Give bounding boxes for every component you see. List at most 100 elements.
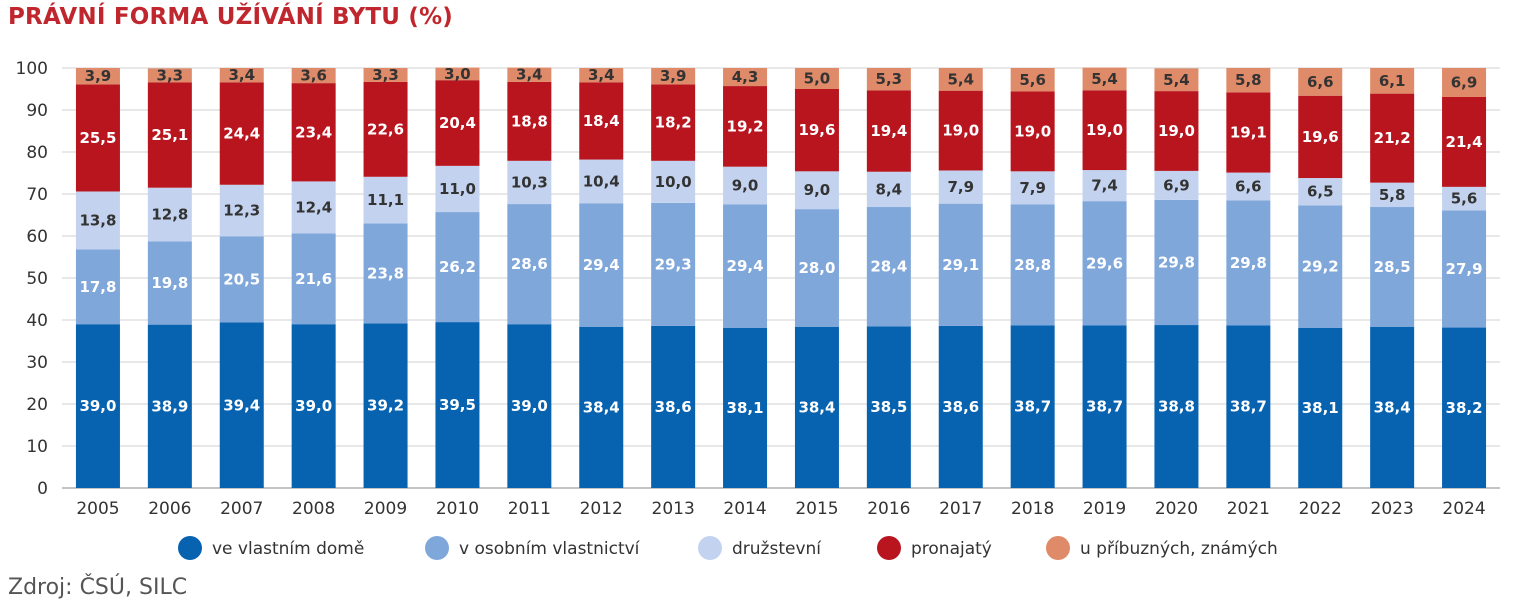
data-label: 3,4 <box>588 66 615 84</box>
bar-segment <box>75 324 120 488</box>
data-label: 38,7 <box>1014 398 1051 416</box>
data-label: 38,6 <box>655 398 692 416</box>
x-tick-label: 2009 <box>364 499 407 519</box>
source-note: Zdroj: ČSÚ, SILC <box>8 575 188 600</box>
data-label: 38,4 <box>798 398 835 416</box>
bar-segment <box>291 233 336 325</box>
bar-segment <box>147 241 192 325</box>
data-label: 3,3 <box>372 66 399 84</box>
bar-segment <box>363 81 408 177</box>
x-tick-label: 2010 <box>436 499 479 519</box>
x-tick-label: 2015 <box>795 499 838 519</box>
data-label: 18,2 <box>655 114 692 132</box>
data-label: 38,9 <box>151 397 188 415</box>
bar-segment <box>219 68 264 83</box>
data-label: 19,6 <box>798 121 835 139</box>
bar-segment <box>435 165 480 213</box>
data-label: 39,0 <box>295 397 332 415</box>
legend-swatch <box>1046 536 1070 560</box>
bar-segment <box>1226 92 1271 173</box>
data-label: 38,1 <box>1302 399 1339 417</box>
data-label: 9,0 <box>804 181 831 199</box>
bar-segment <box>723 68 768 87</box>
bar-segment <box>219 82 264 185</box>
bar-segment <box>723 166 768 205</box>
data-label: 29,1 <box>942 256 979 274</box>
bar-segment <box>1442 96 1487 187</box>
y-tick-label: 80 <box>26 143 48 163</box>
data-label: 11,0 <box>439 180 476 198</box>
data-label: 6,1 <box>1379 72 1406 90</box>
bar-segment <box>1442 186 1487 211</box>
data-label: 38,4 <box>583 398 620 416</box>
x-tick-label: 2018 <box>1011 499 1054 519</box>
data-label: 19,2 <box>727 117 764 135</box>
data-label: 18,8 <box>511 112 548 130</box>
bar-segment <box>866 207 911 327</box>
bar-segment <box>363 68 408 82</box>
x-tick-label: 2017 <box>939 499 982 519</box>
data-label: 20,4 <box>439 114 476 132</box>
data-label: 5,3 <box>876 70 903 88</box>
bar-segment <box>1154 91 1199 171</box>
bar-segment <box>723 204 768 328</box>
data-label: 27,9 <box>1446 260 1483 278</box>
data-label: 7,9 <box>1019 179 1046 197</box>
data-label: 3,3 <box>157 66 184 84</box>
bar-segment <box>938 170 983 204</box>
data-label: 21,4 <box>1446 133 1483 151</box>
x-tick-label: 2007 <box>220 499 263 519</box>
bar-segment <box>363 176 408 224</box>
x-tick-label: 2008 <box>292 499 335 519</box>
bar-segment <box>291 324 336 488</box>
x-tick-label: 2005 <box>76 499 119 519</box>
bar-segment <box>435 212 480 323</box>
data-label: 22,6 <box>367 120 404 138</box>
data-label: 38,5 <box>870 398 907 416</box>
data-label: 28,0 <box>798 259 835 277</box>
bar-segment <box>1298 68 1343 96</box>
bar-segment <box>1370 326 1415 488</box>
legend-swatch <box>178 536 202 560</box>
data-label: 28,5 <box>1374 258 1411 276</box>
bar-segment <box>1298 327 1343 488</box>
bar-segment <box>938 203 983 326</box>
data-label: 29,4 <box>583 256 620 274</box>
bar-segment <box>291 68 336 84</box>
data-label: 39,0 <box>79 397 116 415</box>
x-tick-label: 2006 <box>148 499 191 519</box>
x-tick-label: 2021 <box>1227 499 1270 519</box>
bar-segment <box>794 209 839 327</box>
bar-segment <box>1226 325 1271 488</box>
data-label: 19,6 <box>1302 128 1339 146</box>
bar-segment <box>866 68 911 91</box>
y-tick-label: 50 <box>26 269 48 289</box>
y-tick-label: 40 <box>26 311 48 331</box>
bar-segment <box>507 324 552 488</box>
data-label: 13,8 <box>79 211 116 229</box>
data-label: 3,0 <box>444 65 471 83</box>
data-label: 38,6 <box>942 398 979 416</box>
bar-segment <box>794 89 839 172</box>
bar-segment <box>651 325 696 488</box>
legend-label: pronajatý <box>911 539 992 559</box>
bar-segment <box>1370 68 1415 94</box>
data-label: 4,3 <box>732 68 759 86</box>
bar-segment <box>651 68 696 85</box>
data-label: 29,3 <box>655 255 692 273</box>
bar-segment <box>507 204 552 325</box>
x-tick-label: 2023 <box>1371 499 1414 519</box>
bar-segment <box>219 236 264 323</box>
data-label: 19,0 <box>1014 122 1051 140</box>
y-tick-label: 30 <box>26 353 48 373</box>
bar-segment <box>219 322 264 488</box>
bar-segment <box>1082 201 1127 326</box>
data-label: 5,6 <box>1451 190 1478 208</box>
data-label: 18,4 <box>583 112 620 130</box>
data-label: 20,5 <box>223 270 260 288</box>
data-label: 19,1 <box>1230 123 1267 141</box>
data-label: 5,4 <box>1163 71 1190 89</box>
bar-segment <box>1370 207 1415 327</box>
data-label: 39,5 <box>439 396 476 414</box>
bar-segment <box>1226 200 1271 326</box>
